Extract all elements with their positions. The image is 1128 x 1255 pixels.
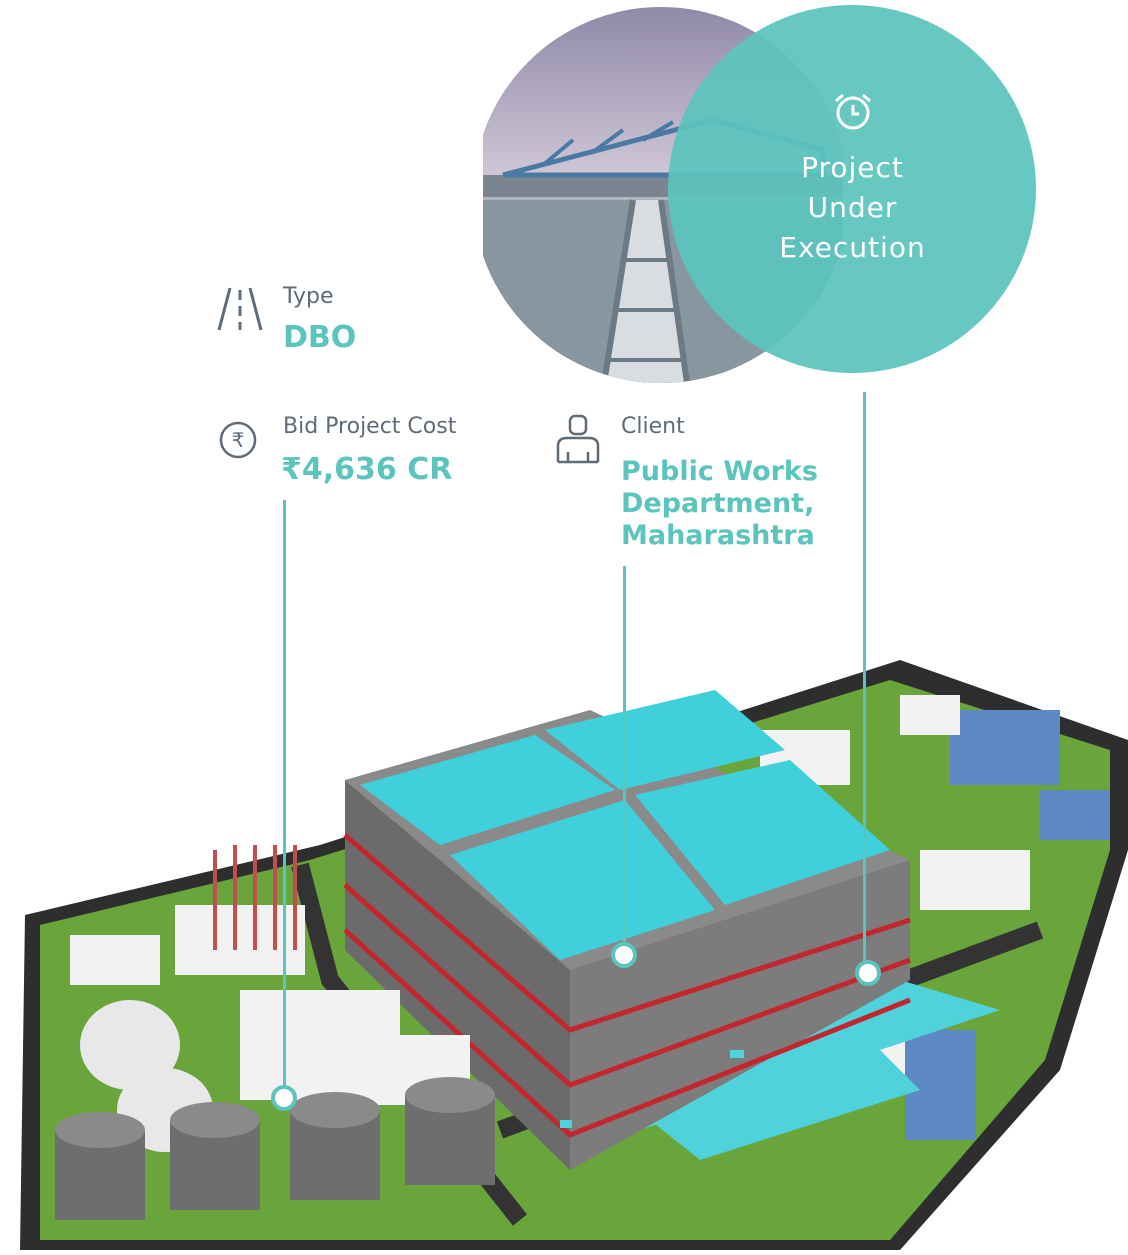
client-value-line-2: Department,: [621, 488, 815, 519]
plant-illustration: [20, 660, 1128, 1250]
svg-text:₹: ₹: [232, 428, 245, 452]
client-connector-line: [623, 566, 626, 946]
alarm-clock-icon: [835, 93, 871, 130]
type-label: Type: [283, 284, 334, 309]
cost-label: Bid Project Cost: [283, 414, 457, 439]
rupee-icon: ₹: [219, 421, 257, 459]
type-value: DBO: [283, 320, 357, 355]
status-line-3: Execution: [779, 231, 926, 264]
status-line-2: Under: [807, 191, 898, 224]
cost-value: ₹4,636 CR: [281, 452, 453, 487]
client-value-line-3: Maharashtra: [621, 520, 815, 551]
cost-connector-line: [283, 500, 286, 1095]
status-line-1: Project: [801, 151, 904, 184]
status-marker-dot[interactable]: [855, 960, 881, 986]
person-icon: [556, 414, 600, 464]
road-icon: [217, 287, 263, 331]
client-value: Public Works Department, Maharashtra: [621, 456, 818, 552]
client-value-line-1: Public Works: [621, 456, 818, 487]
status-connector-line: [863, 392, 866, 962]
status-circle: [668, 5, 1036, 373]
status-label: Project Under Execution: [760, 148, 945, 268]
cost-marker-dot[interactable]: [271, 1085, 297, 1111]
client-label: Client: [621, 414, 685, 439]
client-marker-dot[interactable]: [611, 942, 637, 968]
